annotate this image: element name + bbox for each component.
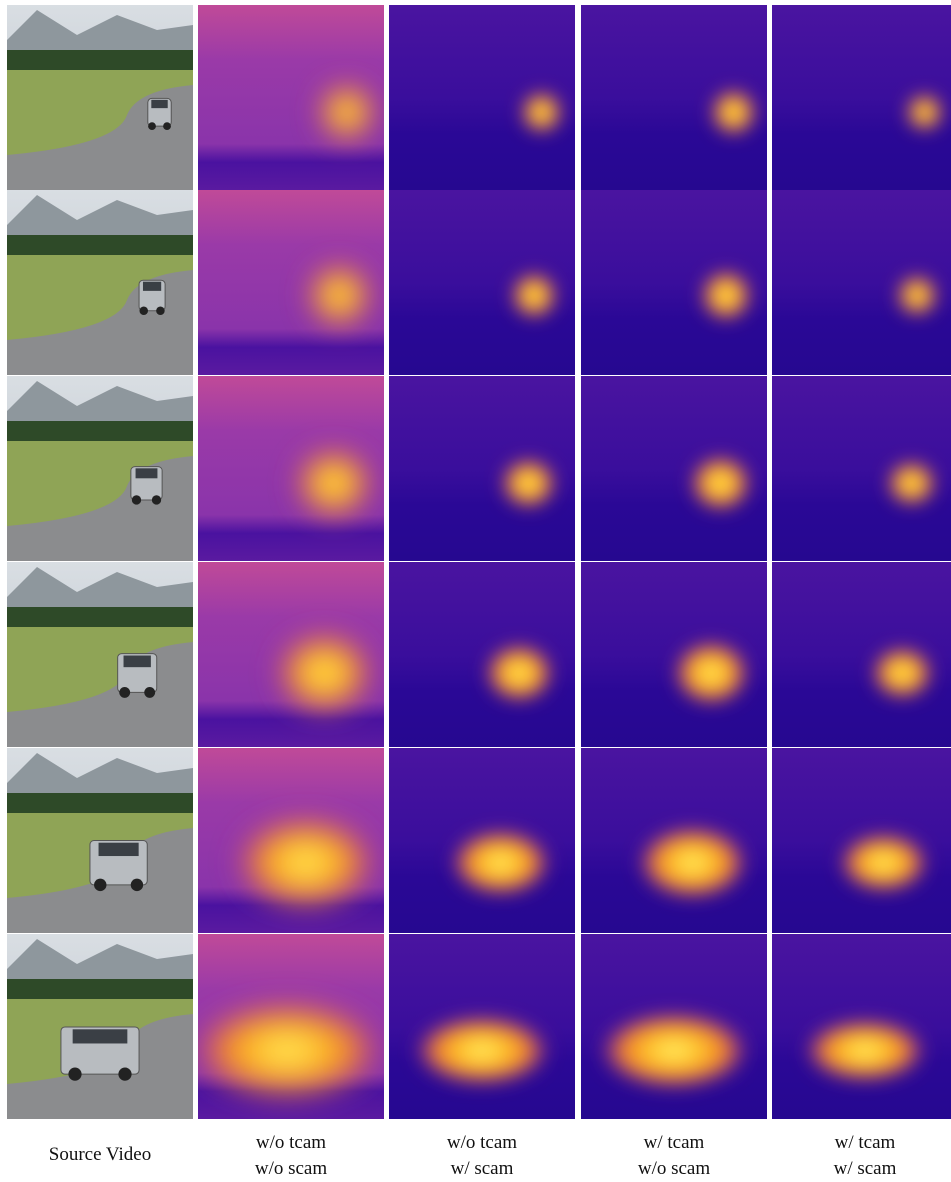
column-label: w/o scam: [638, 1158, 711, 1179]
car-window: [143, 282, 161, 291]
frame: [7, 748, 193, 933]
heatmap-blob: [450, 829, 551, 896]
heatmap-blob: [521, 91, 562, 133]
frame: [7, 376, 193, 561]
heatmap-blob: [307, 262, 372, 328]
column-label: Source Video: [49, 1144, 151, 1165]
heatmap-blob: [906, 93, 943, 131]
car-window: [151, 100, 167, 108]
heatmap-blob: [803, 1018, 926, 1082]
column-label: w/ tcam: [644, 1132, 705, 1153]
frame: [198, 5, 384, 190]
frame: [772, 562, 951, 747]
image-grid: [7, 5, 951, 1119]
heatmap-blob: [598, 1011, 750, 1090]
wheel: [131, 879, 143, 891]
column-label: w/o tcam: [447, 1132, 517, 1153]
heatmap-blob: [234, 815, 378, 911]
frame: [581, 748, 767, 933]
frame: [7, 190, 193, 375]
heatmap-blob: [501, 458, 556, 509]
wheel: [152, 495, 161, 504]
heatmap-blob: [838, 833, 928, 893]
heatmap-blob: [701, 270, 752, 321]
wheel: [144, 687, 155, 698]
frame: [772, 376, 951, 561]
wheel: [119, 687, 130, 698]
figure: Source Video w/o tcam w/o scam w/o tcam w/ s…: [0, 0, 951, 1182]
wheel: [68, 1068, 81, 1081]
frame: [772, 748, 951, 933]
frame: [7, 5, 193, 190]
heatmap-blob: [276, 631, 374, 715]
car-window: [73, 1029, 128, 1043]
column-label: w/o scam: [255, 1158, 328, 1179]
frame: [772, 934, 951, 1119]
frame: [772, 5, 951, 190]
heatmap-blob: [189, 1000, 385, 1102]
heatmap-blob: [690, 455, 751, 511]
frame: [581, 562, 767, 747]
heatmap-blob: [511, 272, 557, 318]
wheel: [118, 1068, 131, 1081]
frame: [581, 934, 767, 1119]
frame: [389, 934, 575, 1119]
frame: [389, 190, 575, 375]
frame: [389, 376, 575, 561]
car-window: [99, 843, 139, 856]
car-window: [136, 468, 158, 478]
frame: [389, 748, 575, 933]
frame: [581, 376, 767, 561]
heatmap-blob: [673, 640, 749, 705]
wheel: [94, 879, 106, 891]
frame: [7, 562, 193, 747]
heatmap-bg: [389, 562, 575, 747]
car-window: [124, 656, 151, 668]
heatmap-blob: [887, 461, 936, 506]
column-label: w/ scam: [834, 1158, 897, 1179]
heatmap-blob: [317, 82, 376, 142]
frame: [772, 190, 951, 375]
wheel: [156, 306, 165, 315]
column-labels: Source Video w/o tcam w/o scam w/o tcam w/ s…: [49, 1132, 897, 1179]
frame: [198, 562, 384, 747]
heatmap-blob: [897, 275, 938, 317]
frame: [198, 376, 384, 561]
frame: [189, 934, 385, 1119]
column-label: w/o tcam: [256, 1132, 326, 1153]
heatmap-blob: [413, 1015, 551, 1087]
frame: [581, 5, 767, 190]
frame: [389, 562, 575, 747]
wheel: [163, 122, 171, 130]
column-label: w/ tcam: [835, 1132, 896, 1153]
frame: [198, 190, 384, 375]
frame: [198, 748, 384, 933]
frame: [581, 190, 767, 375]
wheel: [148, 122, 156, 130]
frame: [389, 5, 575, 190]
heatmap-blob: [485, 643, 554, 702]
heatmap-blob: [637, 825, 749, 900]
wheel: [139, 306, 148, 315]
heatmap-blob: [295, 447, 373, 519]
wheel: [132, 495, 141, 504]
heatmap-blob: [711, 89, 757, 136]
frame: [7, 934, 193, 1119]
column-label: w/ scam: [451, 1158, 514, 1179]
heatmap-blob: [871, 647, 933, 700]
